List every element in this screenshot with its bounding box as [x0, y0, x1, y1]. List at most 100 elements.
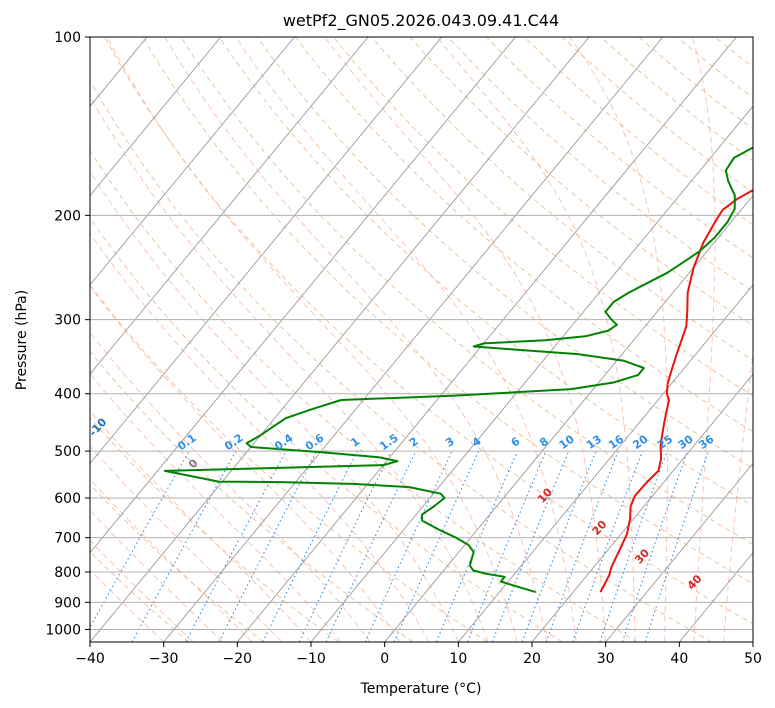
moist-adiabat-line — [106, 37, 518, 642]
x-tick-label: −10 — [296, 651, 326, 667]
moist-adiabat-label: 40 — [685, 572, 705, 592]
moist-adiabat-line — [90, 170, 459, 642]
mixing-ratio-label: 13 — [584, 433, 604, 452]
moist-adiabat-line — [90, 445, 282, 642]
dry-adiabat-line — [218, 37, 753, 507]
y-tick-label: 300 — [54, 313, 81, 329]
mixing-ratio-label: 6 — [509, 435, 523, 450]
moist-adiabat-line — [691, 37, 716, 642]
dry-adiabat-line — [295, 37, 753, 433]
dry-adiabat-line — [142, 37, 753, 585]
moist-adiabat-line — [164, 37, 548, 642]
mixing-ratio-line — [131, 450, 237, 642]
mixing-ratio-line — [393, 450, 480, 642]
mixing-ratio-label: 3 — [443, 435, 457, 450]
mixing-ratio-label: 0.2 — [222, 431, 245, 453]
moist-adiabat-line — [90, 95, 489, 642]
dry-adiabat-line — [90, 483, 264, 642]
moist-adiabat-line — [324, 37, 607, 642]
moist-adiabat-line — [90, 232, 430, 642]
dry-adiabat-line — [714, 37, 753, 68]
x-tick-label: 30 — [597, 651, 615, 667]
mixing-ratio-line — [185, 450, 287, 642]
mixing-ratio-label: 1 — [348, 435, 362, 450]
isotherm-line — [0, 37, 73, 642]
mixing-ratio-line — [599, 450, 668, 642]
y-axis-label: Pressure (hPa) — [14, 290, 30, 390]
moist-adiabat-line — [752, 637, 753, 642]
mixing-ratio-label: 1.5 — [377, 431, 400, 453]
x-axis-ticks: −40 −30 −20 −10 0 10 20 30 40 50 — [75, 642, 762, 667]
dry-adiabat-line — [371, 37, 753, 361]
dry-adiabat-label: 0 — [186, 456, 201, 471]
mixing-ratio-line — [90, 450, 190, 629]
isotherm-line — [90, 37, 590, 642]
dry-adiabat-line — [90, 284, 488, 642]
isotherm-line — [605, 462, 753, 642]
dry-adiabat-line — [90, 217, 563, 642]
isotherm-line — [531, 373, 753, 642]
y-tick-label: 100 — [54, 30, 81, 46]
x-tick-label: 50 — [744, 651, 762, 667]
dry-adiabat-line — [638, 37, 753, 130]
moist-adiabats — [90, 37, 753, 642]
dry-adiabat-line — [90, 79, 712, 642]
mixing-ratio-line — [521, 450, 597, 642]
dry-adiabat-line — [333, 37, 753, 397]
dry-adiabats — [90, 37, 753, 642]
isotherm-line — [90, 37, 443, 465]
mixing-ratio-label: 30 — [676, 432, 696, 452]
y-tick-label: 600 — [54, 491, 81, 507]
mixing-ratio-line — [364, 450, 453, 642]
moist-adiabat-line — [90, 569, 165, 642]
moist-adiabat-label: 20 — [590, 518, 610, 538]
x-tick-label: 0 — [380, 651, 389, 667]
dry-adiabat-line — [256, 37, 753, 470]
x-tick-label: 10 — [449, 651, 467, 667]
mixing-ratio-line — [621, 450, 689, 642]
mixing-ratio-label: 36 — [696, 432, 716, 452]
dry-adiabat-line — [523, 37, 753, 226]
mixing-ratio-label: 2 — [407, 435, 421, 450]
x-axis-label: Temperature (°C) — [360, 681, 482, 697]
x-tick-label: −30 — [149, 651, 179, 667]
dry-adiabat-line — [90, 350, 414, 642]
mixing-ratio-label: 16 — [606, 432, 626, 452]
temperature-profile-line — [599, 188, 753, 593]
moist-adiabat-line — [90, 285, 400, 642]
y-tick-label: 500 — [54, 444, 81, 460]
data-series — [163, 146, 753, 594]
y-tick-label: 200 — [54, 208, 81, 224]
mixing-ratio-line — [491, 450, 570, 642]
mixing-ratio-line — [262, 450, 358, 642]
x-tick-label: −20 — [223, 651, 253, 667]
isotherm-line — [678, 551, 753, 642]
y-tick-label: 900 — [54, 595, 81, 611]
isotherm-line — [90, 37, 295, 286]
isotherm-line — [384, 194, 753, 642]
chart-title: wetPf2_GN05.2026.043.09.41.C44 — [283, 11, 559, 31]
mixing-ratio-label: 10 — [557, 432, 577, 452]
dry-adiabat-line — [104, 37, 753, 625]
moist-adiabat-line — [90, 509, 223, 642]
y-axis-ticks: 100 200 300 400 500 600 700 800 900 1000 — [45, 30, 90, 638]
moist-adiabat-line — [436, 37, 636, 642]
mixing-ratio-lines — [90, 450, 709, 642]
x-tick-label: 40 — [670, 651, 688, 667]
mixing-ratio-line — [325, 450, 417, 642]
dry-adiabat-line — [180, 37, 753, 545]
plot-frame — [89, 36, 754, 643]
isotherm-line — [752, 641, 753, 642]
moist-adiabat-line — [90, 410, 312, 642]
mixing-ratio-label: 8 — [537, 435, 551, 450]
y-tick-label: 800 — [54, 565, 81, 581]
dry-adiabat-line — [409, 37, 753, 327]
y-tick-label: 400 — [54, 387, 81, 403]
mixing-ratio-line — [218, 450, 318, 642]
dry-adiabat-line — [752, 37, 753, 38]
dry-adiabat-line — [676, 37, 753, 99]
y-tick-label: 1000 — [45, 622, 81, 638]
isotherm-line — [163, 37, 664, 642]
moist-adiabat-line — [569, 37, 669, 642]
